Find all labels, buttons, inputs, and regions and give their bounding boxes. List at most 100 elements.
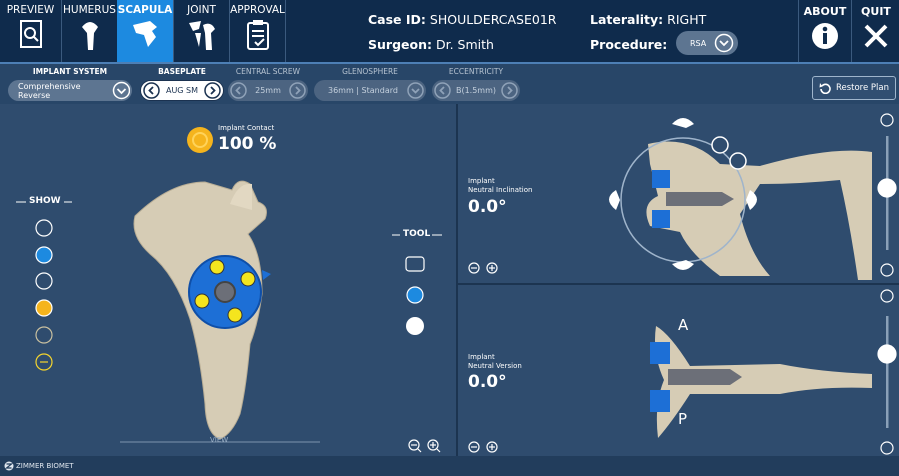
toolbar-label: CENTRAL SCREW: [235, 67, 301, 76]
implant-system-dropdown[interactable]: Comprehensive Reverse: [8, 80, 132, 101]
quit-button[interactable]: QUIT: [851, 0, 899, 62]
scroll-up[interactable]: [880, 113, 894, 127]
procedure-value: RSA: [690, 38, 707, 48]
icon-detail: [417, 448, 422, 453]
tool-button[interactable]: [406, 286, 424, 304]
next-icon[interactable]: [204, 82, 221, 99]
scapula-section: [655, 326, 872, 438]
zoom-out[interactable]: [468, 441, 480, 453]
tab-icon: [19, 20, 42, 48]
toolbar-label: IMPLANT SYSTEM: [32, 67, 108, 76]
tab-icon: [81, 22, 98, 50]
rotate-button[interactable]: [711, 136, 729, 154]
show-toggle[interactable]: [35, 326, 53, 344]
tab-preview[interactable]: PREVIEW: [0, 0, 62, 62]
slider-thumb[interactable]: [877, 344, 897, 364]
show-toggle[interactable]: [35, 353, 53, 371]
show-label: SHOW: [29, 196, 61, 206]
version-label: Implant Neutral Version: [468, 353, 522, 371]
procedure-label: Procedure:: [590, 37, 668, 52]
screw-hole: [240, 271, 256, 287]
zoom-controls: [408, 262, 498, 453]
tab-label: PREVIEW: [6, 4, 55, 16]
inclination-value: 0.0°: [468, 197, 507, 217]
show-toggle[interactable]: [35, 299, 53, 317]
contact-value: 100 %: [218, 134, 277, 154]
quit-label: QUIT: [861, 5, 891, 18]
tab-humerus[interactable]: HUMERUS: [62, 0, 118, 62]
label-line: Neutral Inclination: [468, 186, 533, 194]
scroll-down[interactable]: [880, 263, 894, 277]
toolbar-label: ECCENTRICITY: [448, 67, 504, 76]
restore-plan-button[interactable]: Restore Plan: [812, 76, 896, 100]
implant-section: [650, 390, 670, 412]
toolbar-label: GLENOSPHERE: [342, 67, 398, 76]
show-toggle[interactable]: [35, 219, 53, 237]
surgeon-label: Surgeon:: [368, 37, 432, 52]
screw-hole: [209, 259, 225, 275]
workspace: Implant Contact 100 % SHOW TOOL VIEW Imp…: [0, 104, 899, 456]
scroll-down[interactable]: [880, 441, 894, 455]
contact-indicator: [192, 132, 208, 148]
anterior-label: A: [678, 316, 689, 334]
handle-up[interactable]: [672, 118, 694, 128]
orientation-marker: [262, 270, 271, 280]
show-options: [35, 219, 53, 371]
zoom-out[interactable]: [468, 262, 480, 274]
surgeon-value: Dr. Smith: [435, 37, 494, 52]
version-value: 0.0°: [468, 372, 507, 392]
zoom-in[interactable]: [486, 262, 498, 274]
eccentricity-selector[interactable]: B(1.5mm): [432, 80, 520, 101]
case-id: Case ID: SHOULDERCASE01R: [368, 12, 556, 27]
central-screw: [214, 281, 236, 303]
show-toggle[interactable]: [35, 272, 53, 290]
view-label: VIEW: [210, 436, 229, 444]
central-screw-selector[interactable]: 25mm: [228, 80, 308, 101]
baseplate-selector[interactable]: AUG SM: [140, 80, 224, 101]
icon-detail: [436, 448, 441, 453]
zoom-in[interactable]: [427, 439, 439, 451]
quit-icon: [864, 24, 888, 48]
procedure-dropdown[interactable]: RSA: [676, 31, 738, 55]
zoom-out[interactable]: [408, 439, 420, 451]
scapula-model: [230, 183, 252, 210]
tab-approval[interactable]: APPROVAL: [230, 0, 286, 62]
label-line: Implant: [468, 177, 495, 185]
zoom-in[interactable]: [486, 441, 498, 453]
rotate-button[interactable]: [729, 152, 747, 170]
tool-button[interactable]: [405, 256, 425, 272]
glenosphere-dropdown[interactable]: 36mm | Standard: [314, 80, 426, 101]
prev-icon: [434, 82, 451, 99]
tab-scapula[interactable]: SCAPULA: [117, 0, 174, 62]
posterior-label: P: [678, 410, 688, 428]
header: PREVIEW HUMERUS SCAPULA JOINT APPROVAL C…: [0, 0, 899, 62]
restore-label: Restore Plan: [835, 83, 890, 93]
handle-down[interactable]: [672, 260, 694, 270]
show-toggle[interactable]: [35, 246, 53, 264]
laterality: Laterality: RIGHT: [590, 12, 706, 27]
dropdown-icon: [407, 82, 424, 99]
dropdown-icon: [112, 81, 130, 100]
about-button[interactable]: ABOUT: [798, 0, 851, 62]
contact-indicator: [187, 127, 213, 153]
tab-label: JOINT: [187, 4, 216, 16]
screw-hole: [227, 307, 243, 323]
tab-label: SCAPULA: [117, 4, 173, 16]
inclination-label: Implant Neutral Inclination: [468, 177, 532, 195]
dropdown-value: 36mm | Standard: [328, 86, 398, 95]
tab-joint[interactable]: JOINT: [174, 0, 230, 62]
slider-thumb[interactable]: [877, 178, 897, 198]
tab-icon: [133, 21, 157, 47]
prev-icon[interactable]: [143, 82, 160, 99]
restore-icon: [819, 83, 831, 94]
scroll-up[interactable]: [880, 289, 894, 303]
tool-label: TOOL: [403, 229, 431, 239]
handle-left[interactable]: [609, 190, 620, 210]
handle-right[interactable]: [746, 190, 757, 210]
case-id-value: SHOULDERCASE01R: [429, 12, 557, 27]
toolbar-label: BASEPLATE: [158, 67, 206, 76]
dropdown-value: Comprehensive Reverse: [18, 81, 81, 100]
tab-label: APPROVAL: [230, 4, 285, 16]
tool-button[interactable]: [406, 317, 424, 335]
